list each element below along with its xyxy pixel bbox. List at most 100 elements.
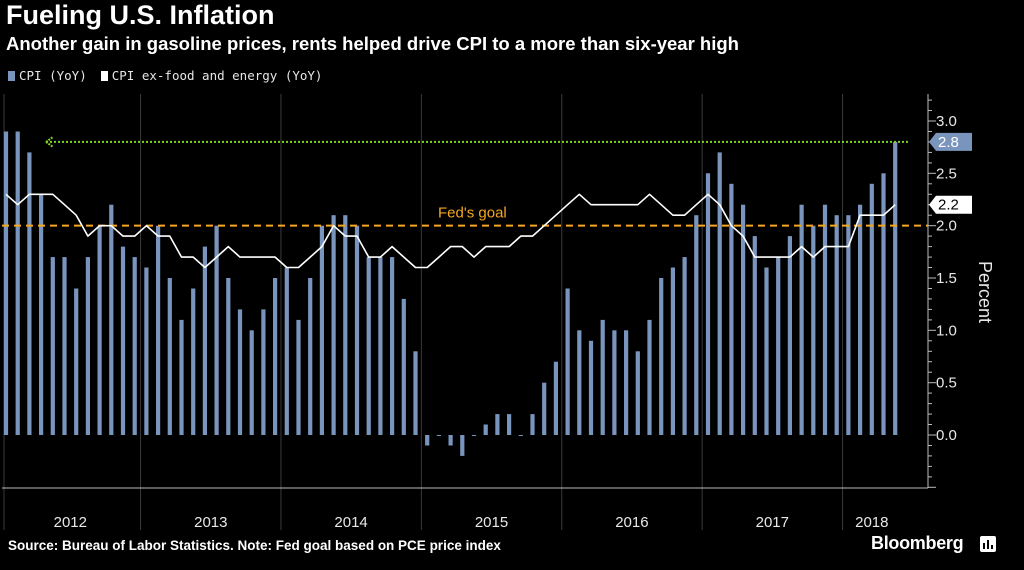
cpi-bar [694,215,699,435]
cpi-bar [202,246,207,435]
legend: CPI (YoY) CPI ex-food and energy (YoY) [8,68,336,83]
cpi-bar [705,173,711,436]
cpi-bar [776,257,781,435]
x-tick-label: 2017 [756,514,789,530]
x-tick-label: 2015 [475,514,508,530]
y-tick-label: 3.0 [936,113,957,130]
cpi-bar [471,435,477,436]
cpi-bar [507,414,512,435]
cpi-bar [120,246,126,435]
cpi-bar [366,257,371,435]
cpi-bar [109,204,114,435]
cpi-bar [191,288,196,435]
cpi-bar [167,278,172,435]
cpi-bar [343,215,348,435]
cpi-bar [787,236,792,435]
cpi-bar [354,225,360,435]
cpi-bar [893,141,898,435]
cpi-bar [530,414,535,435]
cpi-bar [308,278,313,435]
y-tick-label: 2.5 [936,165,957,182]
cpi-bar [214,225,219,435]
cpi-bar [331,215,336,435]
cpi-bar [413,351,418,435]
cpi-bar [390,257,395,435]
cpi-bar [226,278,231,435]
cpi-bar [144,267,149,435]
legend-item-core-cpi: CPI ex-food and energy (YoY) [100,68,323,83]
cpi-bar [670,267,675,435]
chart-title: Fueling U.S. Inflation [6,0,275,30]
callouts: 2.8 2.2 [929,132,972,214]
cpi-bar [682,257,687,435]
x-tick-label: 2014 [334,514,367,530]
source-note: Source: Bureau of Labor Statistics. Note… [8,538,501,553]
chart-subtitle: Another gain in gasoline prices, rents h… [6,33,739,54]
y-axis-title: Percent [975,261,995,323]
cpi-bar [811,225,816,435]
cpi-bar [799,204,804,435]
cpi-bar [249,330,254,435]
y-tick-label: 1.0 [936,322,957,339]
x-tick-label: 2012 [54,514,87,530]
cpi-bar [85,257,90,435]
legend-item-cpi: CPI (YoY) [8,68,87,83]
cpi-bar [179,319,184,435]
brand-logo: Bloomberg [871,533,964,553]
y-tick-label: 0.5 [936,375,957,392]
cpi-bar [483,424,488,435]
legend-swatch-core-cpi [100,70,108,81]
cpi-bar [858,204,863,435]
cpi-bar [518,435,523,436]
cpi-bar [296,319,301,435]
cpi-bar [448,435,453,446]
cpi-bar [74,288,79,435]
cpi-bar [846,215,851,435]
callout-cpi-value: 2.8 [938,134,959,151]
latest-arrow [45,136,910,148]
legend-label-cpi: CPI (YoY) [19,68,87,83]
cpi-bar [50,257,55,435]
cpi-bar [319,225,324,435]
cpi-bar [132,257,137,435]
cpi-bars [3,131,898,456]
cpi-bar [577,330,582,435]
x-tick-label: 2016 [615,514,648,530]
cpi-bar [647,319,652,435]
cpi-bar [741,204,746,435]
y-tick-label: 2.0 [936,218,957,235]
chart-plot: Fed's goal 3.0 2.5 2.0 1.5 1.0 0.5 0.0 Percent 2… [2,94,995,530]
grid [3,94,844,530]
cpi-bar [62,257,67,435]
cpi-bar [600,319,605,435]
x-tick-label: 2018 [855,514,888,530]
cpi-bar [588,340,594,435]
cpi-bar [460,435,465,456]
cpi-bar [624,330,629,435]
cpi-bar [237,309,243,435]
cpi-bar [822,204,828,435]
legend-swatch-cpi [8,70,15,81]
fed-goal: Fed's goal [2,205,928,227]
legend-label-core-cpi: CPI ex-food and energy (YoY) [111,68,323,83]
cpi-bar [635,351,640,435]
cpi-bar [881,173,886,436]
cpi-bar [764,267,769,435]
cpi-bar [378,257,383,435]
cpi-bar [542,382,547,435]
cpi-bar [284,267,289,435]
fed-goal-label: Fed's goal [438,205,507,222]
callout-cpi-tag [929,132,972,151]
callout-core-value: 2.2 [938,197,959,214]
cpi-bar [27,152,32,435]
arrowhead-icon [45,136,54,148]
core-cpi-line [5,193,896,269]
cpi-bar [495,414,500,435]
cpi-bar [97,225,102,435]
cpi-bar [15,131,20,435]
cpi-bar [659,278,664,435]
cpi-bar [729,183,734,435]
cpi-bar [273,278,278,435]
cpi-bar [869,183,874,435]
cpi-bar [752,236,757,435]
